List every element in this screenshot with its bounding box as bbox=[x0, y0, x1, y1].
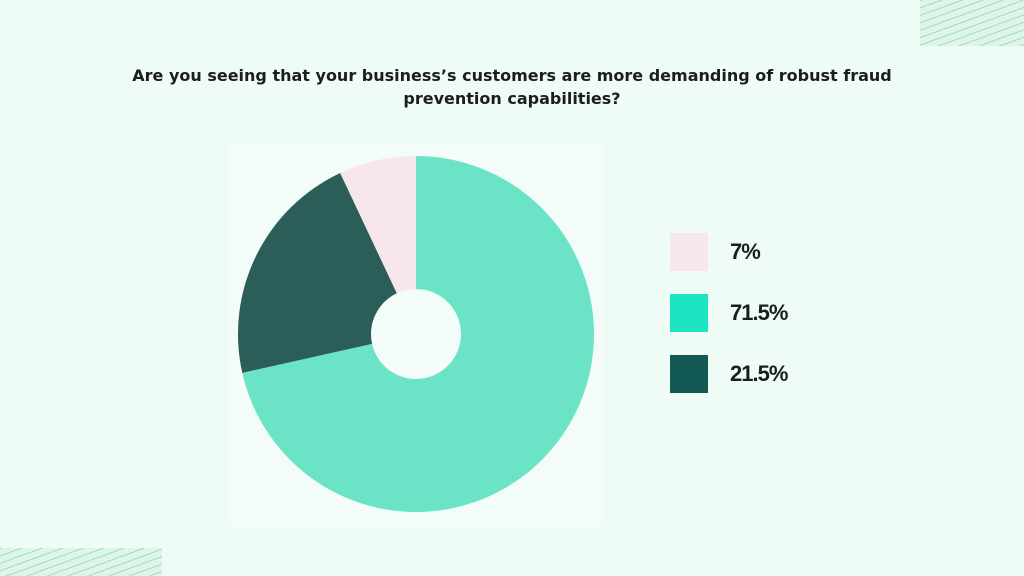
legend-swatch bbox=[670, 294, 708, 332]
legend-label: 21.5% bbox=[730, 361, 788, 386]
legend-item: 21.5% bbox=[670, 354, 788, 394]
decorative-stripes-bottom-left bbox=[0, 548, 162, 576]
legend-label: 7% bbox=[730, 239, 761, 264]
legend-item: 71.5% bbox=[670, 293, 788, 333]
chart-title: Are you seeing that your business’s cust… bbox=[132, 66, 892, 108]
legend-swatch bbox=[670, 233, 708, 271]
donut-chart bbox=[238, 156, 595, 512]
legend-item: 7% bbox=[670, 232, 787, 272]
chart-panel bbox=[228, 144, 604, 526]
decorative-stripes-top-right bbox=[920, 0, 1024, 46]
legend-swatch bbox=[670, 355, 708, 393]
pie-slice bbox=[242, 156, 595, 512]
legend: 7% 71.5% 21.5% bbox=[670, 232, 788, 415]
pie-slice bbox=[238, 172, 397, 373]
pie-slice bbox=[340, 156, 416, 294]
legend-label: 71.5% bbox=[730, 300, 788, 325]
